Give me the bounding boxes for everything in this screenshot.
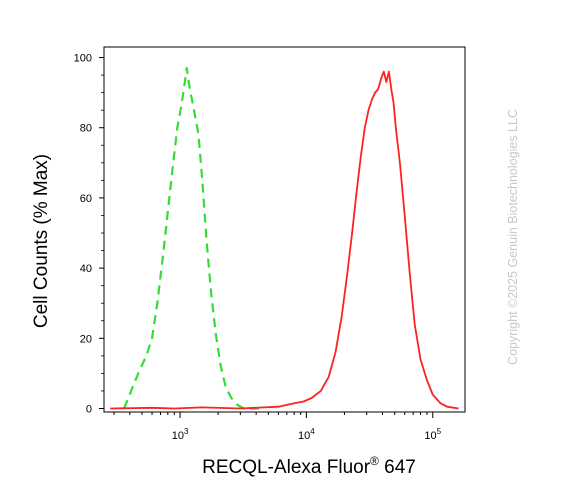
x-axis-title: RECQL-Alexa Fluor® 647 [202, 454, 416, 478]
copyright-watermark: Copyright ©2025 Genuin Biotechnologies L… [506, 109, 520, 365]
x-tick-label: 103 [172, 427, 189, 442]
series-line-0 [122, 66, 263, 410]
x-tick-label: 105 [424, 427, 441, 442]
y-axis-title: Cell Counts (% Max) [31, 154, 52, 328]
series-layer [110, 66, 459, 410]
x-axis-title-registered: ® [370, 454, 379, 468]
plot-frame [103, 46, 466, 413]
series-line-1 [110, 70, 459, 410]
y-tick-label: 60 [80, 193, 92, 205]
y-tick-label: 0 [86, 403, 92, 415]
x-tick-label: 104 [298, 427, 315, 442]
y-tick-label: 20 [80, 333, 92, 345]
y-tick-label: 40 [80, 263, 92, 275]
x-axis-ticks: 103 104 105 [113, 412, 442, 442]
x-axis-title-main: RECQL-Alexa Fluor [202, 457, 371, 478]
y-axis-ticks: 0 20 40 60 80 100 [74, 53, 104, 415]
y-tick-label: 80 [80, 123, 92, 135]
x-axis-title-suffix: 647 [379, 457, 416, 478]
plot-area [103, 46, 466, 413]
y-tick-label: 100 [74, 53, 92, 65]
